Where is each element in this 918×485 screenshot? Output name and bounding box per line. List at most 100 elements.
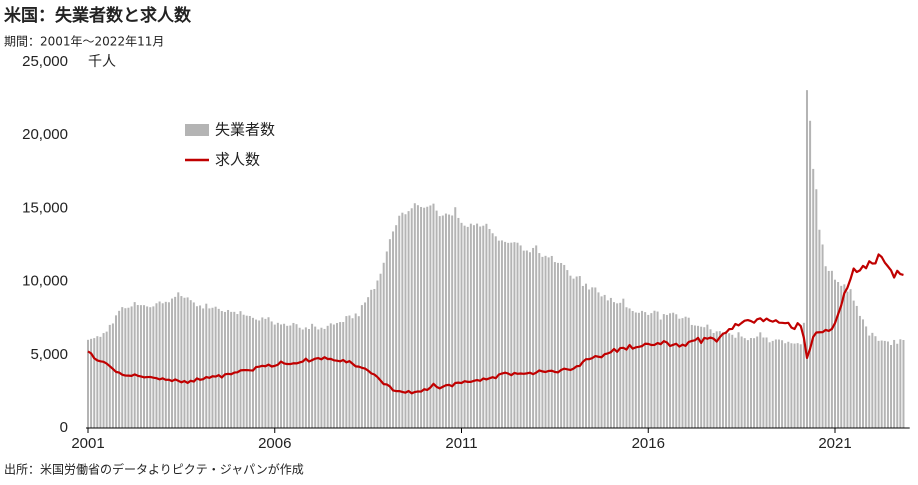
- bar: [809, 120, 812, 428]
- bar: [435, 210, 438, 428]
- bar: [223, 311, 226, 428]
- bar: [516, 242, 519, 428]
- bar: [264, 318, 267, 428]
- bar: [566, 270, 569, 428]
- bar: [379, 273, 382, 428]
- bar: [858, 315, 861, 428]
- bar: [401, 212, 404, 428]
- bar: [796, 343, 799, 428]
- bar: [525, 250, 528, 428]
- bar: [737, 332, 740, 428]
- bar: [846, 291, 849, 428]
- bar: [385, 251, 388, 428]
- bar: [597, 292, 600, 428]
- bar: [311, 323, 314, 428]
- bar: [130, 306, 133, 428]
- bar: [494, 236, 497, 428]
- bar: [575, 276, 578, 428]
- bar: [230, 311, 233, 428]
- bar: [155, 303, 158, 428]
- bar: [519, 245, 522, 428]
- bar: [488, 228, 491, 428]
- bar: [899, 339, 902, 428]
- bar: [286, 325, 289, 428]
- bar: [283, 323, 286, 428]
- x-tick-label: 2016: [632, 435, 665, 452]
- bar: [177, 292, 180, 428]
- bar: [99, 336, 102, 428]
- bar: [332, 324, 335, 428]
- bar: [522, 250, 525, 428]
- bar: [245, 315, 248, 428]
- bar: [174, 296, 177, 428]
- bar: [721, 332, 724, 428]
- bar: [214, 306, 217, 428]
- bar: [662, 314, 665, 428]
- bar: [510, 242, 513, 428]
- y-tick-label: 25,000: [22, 53, 68, 70]
- bar: [270, 321, 273, 428]
- bar: [314, 326, 317, 428]
- bar: [367, 297, 370, 428]
- bar: [441, 215, 444, 428]
- bar: [485, 223, 488, 428]
- bar: [248, 315, 251, 428]
- bar: [650, 313, 653, 428]
- bar: [616, 303, 619, 428]
- bar: [544, 255, 547, 428]
- bar: [183, 297, 186, 428]
- bar: [351, 318, 354, 428]
- bar: [886, 341, 889, 428]
- bar: [756, 336, 759, 428]
- bar: [189, 300, 192, 428]
- bar: [675, 314, 678, 428]
- bar: [893, 339, 896, 428]
- bar: [273, 324, 276, 428]
- bar: [429, 205, 432, 428]
- bar: [329, 323, 332, 428]
- bar: [398, 215, 401, 428]
- bar: [746, 340, 749, 428]
- bar: [818, 229, 821, 428]
- bar: [423, 207, 426, 428]
- bar: [149, 307, 152, 428]
- bar: [307, 329, 310, 428]
- bar: [96, 336, 99, 428]
- bar: [376, 280, 379, 428]
- bar: [609, 297, 612, 428]
- bar: [444, 213, 447, 428]
- bar: [105, 331, 108, 428]
- bar: [413, 203, 416, 428]
- bar: [292, 322, 295, 428]
- bar: [93, 338, 96, 428]
- bar: [603, 294, 606, 428]
- bar: [373, 289, 376, 428]
- bar: [787, 341, 790, 428]
- bar: [584, 283, 587, 428]
- bar: [528, 252, 531, 428]
- bar: [255, 319, 258, 428]
- bar: [718, 331, 721, 428]
- bar: [681, 318, 684, 428]
- bar: [205, 303, 208, 428]
- bar: [500, 240, 503, 428]
- bar: [690, 324, 693, 428]
- bar: [146, 306, 149, 428]
- bar: [211, 307, 214, 428]
- bar: [479, 226, 482, 428]
- bar: [348, 315, 351, 428]
- bar: [407, 211, 410, 428]
- bar: [653, 310, 656, 428]
- bar: [469, 223, 472, 428]
- bar: [715, 331, 718, 428]
- bar: [364, 302, 367, 428]
- bar: [108, 324, 111, 428]
- bar: [261, 317, 264, 428]
- bar: [133, 302, 136, 428]
- bar: [550, 255, 553, 428]
- bar: [279, 324, 282, 428]
- bar: [678, 318, 681, 428]
- bar: [759, 332, 762, 428]
- bar: [712, 332, 715, 428]
